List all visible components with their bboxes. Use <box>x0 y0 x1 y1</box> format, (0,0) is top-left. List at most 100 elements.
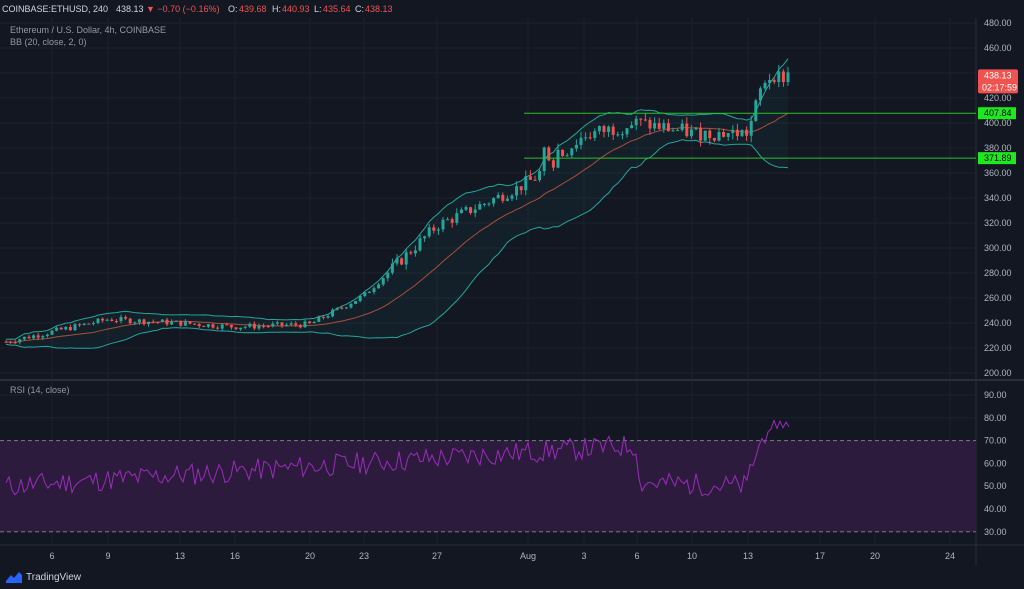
candle-body <box>234 327 238 330</box>
candle-body <box>722 131 726 137</box>
candle-body <box>349 303 353 308</box>
candle-body <box>473 209 477 213</box>
candle <box>165 317 169 327</box>
time-axis-label: 6 <box>634 551 639 561</box>
candle <box>404 249 408 270</box>
time-axis-label: 20 <box>305 551 315 561</box>
candle-body <box>27 336 31 339</box>
candle <box>574 139 578 152</box>
rsi-legend[interactable]: RSI (14, close) <box>10 385 70 395</box>
candle <box>551 158 555 171</box>
candle-body <box>243 326 247 328</box>
candle <box>41 334 45 341</box>
candle <box>156 321 160 325</box>
candle-body <box>740 129 744 137</box>
candle <box>386 271 390 282</box>
candle-body <box>367 292 371 294</box>
candle <box>303 319 307 328</box>
candle-body <box>147 321 151 325</box>
candle <box>528 170 532 180</box>
candle-body <box>275 322 279 324</box>
candle <box>436 227 440 235</box>
candle-body <box>616 134 620 136</box>
price-axis-label: 220.00 <box>984 343 1012 353</box>
candle-body <box>128 318 132 324</box>
candle-body <box>13 342 17 344</box>
candle <box>243 325 247 330</box>
candle-body <box>625 128 629 135</box>
candle-body <box>542 147 546 172</box>
candle-body <box>294 323 298 326</box>
candle <box>280 322 284 329</box>
candle-body <box>643 119 647 121</box>
candle <box>285 322 289 327</box>
candle-body <box>708 130 712 138</box>
candle-body <box>432 227 436 231</box>
candle-body <box>413 250 417 254</box>
candle <box>768 73 772 90</box>
candle <box>170 319 174 326</box>
candle-body <box>556 149 560 168</box>
candle <box>473 204 477 218</box>
candle-body <box>248 323 252 327</box>
tradingview-logo-icon[interactable] <box>6 571 22 583</box>
candle-body <box>653 123 657 129</box>
candle-body <box>312 321 316 324</box>
last-price: 438.13 <box>116 4 144 14</box>
candle-body <box>91 323 95 325</box>
candle <box>584 132 588 141</box>
rsi-axis-label: 80.00 <box>984 413 1007 423</box>
candle <box>772 77 776 85</box>
candle <box>22 336 26 341</box>
candle-body <box>78 324 82 326</box>
candle-body <box>671 130 675 132</box>
candle-body <box>427 227 431 237</box>
candle <box>262 323 266 329</box>
symbol-label[interactable]: COINBASE:ETHUSD, 240 <box>2 4 109 14</box>
candle-body <box>216 327 220 329</box>
candle <box>202 325 206 327</box>
candle-body <box>758 88 762 101</box>
candle-body <box>446 219 450 221</box>
candle <box>395 254 399 266</box>
time-axis-label: 23 <box>359 551 369 561</box>
candle <box>786 66 790 86</box>
candle <box>418 234 422 252</box>
rsi-axis-label: 40.00 <box>984 504 1007 514</box>
candle <box>781 69 785 87</box>
price-change: ▼ −0.70 (−0.16%) <box>146 4 220 14</box>
candle-body <box>55 327 59 331</box>
candle-body <box>170 321 174 325</box>
candle-body <box>574 144 578 149</box>
bb-fill <box>6 58 788 349</box>
candle <box>643 113 647 122</box>
candle-body <box>749 120 753 136</box>
bb-legend[interactable]: BB (20, close, 2, 0) <box>10 37 87 47</box>
resistance-tag-label: 407.84 <box>984 108 1012 118</box>
candle <box>105 318 109 322</box>
candle <box>611 123 615 140</box>
candle <box>133 321 137 326</box>
candle <box>538 168 542 183</box>
price-axis-label: 480.00 <box>984 18 1012 28</box>
candle <box>726 132 730 141</box>
candle <box>446 217 450 221</box>
candle-body <box>32 335 36 339</box>
price-axis-label: 260.00 <box>984 293 1012 303</box>
candle <box>335 307 339 311</box>
candle <box>593 128 597 142</box>
candle-body <box>515 186 519 196</box>
candle-body <box>73 324 77 331</box>
tradingview-brand[interactable]: TradingView <box>26 572 82 583</box>
candle-body <box>547 147 551 161</box>
candle-body <box>124 317 128 319</box>
price-axis-label: 280.00 <box>984 268 1012 278</box>
candle <box>216 325 220 330</box>
candle <box>533 175 537 181</box>
chart-canvas[interactable]: 480.00460.00440.00420.00400.00380.00360.… <box>0 18 1024 566</box>
candle-body <box>317 316 321 322</box>
time-axis-label: 3 <box>581 551 586 561</box>
candle-body <box>36 335 40 338</box>
candle-body <box>505 198 509 201</box>
bb-lower-band <box>5 139 789 349</box>
